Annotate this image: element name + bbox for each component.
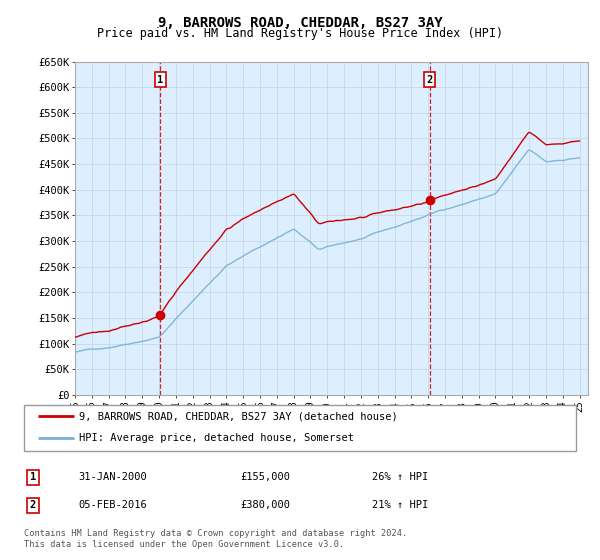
Text: Price paid vs. HM Land Registry's House Price Index (HPI): Price paid vs. HM Land Registry's House … xyxy=(97,27,503,40)
Text: 21% ↑ HPI: 21% ↑ HPI xyxy=(372,500,428,510)
Text: 31-JAN-2000: 31-JAN-2000 xyxy=(78,472,147,482)
Text: 2: 2 xyxy=(30,500,36,510)
Text: Contains HM Land Registry data © Crown copyright and database right 2024.
This d: Contains HM Land Registry data © Crown c… xyxy=(24,529,407,549)
Text: 9, BARROWS ROAD, CHEDDAR, BS27 3AY (detached house): 9, BARROWS ROAD, CHEDDAR, BS27 3AY (deta… xyxy=(79,412,398,421)
FancyBboxPatch shape xyxy=(24,405,576,451)
Text: HPI: Average price, detached house, Somerset: HPI: Average price, detached house, Some… xyxy=(79,433,354,443)
Text: £380,000: £380,000 xyxy=(240,500,290,510)
Text: 9, BARROWS ROAD, CHEDDAR, BS27 3AY: 9, BARROWS ROAD, CHEDDAR, BS27 3AY xyxy=(158,16,442,30)
Text: £155,000: £155,000 xyxy=(240,472,290,482)
Text: 26% ↑ HPI: 26% ↑ HPI xyxy=(372,472,428,482)
Text: 1: 1 xyxy=(30,472,36,482)
Text: 2: 2 xyxy=(427,74,433,85)
Text: 05-FEB-2016: 05-FEB-2016 xyxy=(78,500,147,510)
Text: 1: 1 xyxy=(157,74,164,85)
